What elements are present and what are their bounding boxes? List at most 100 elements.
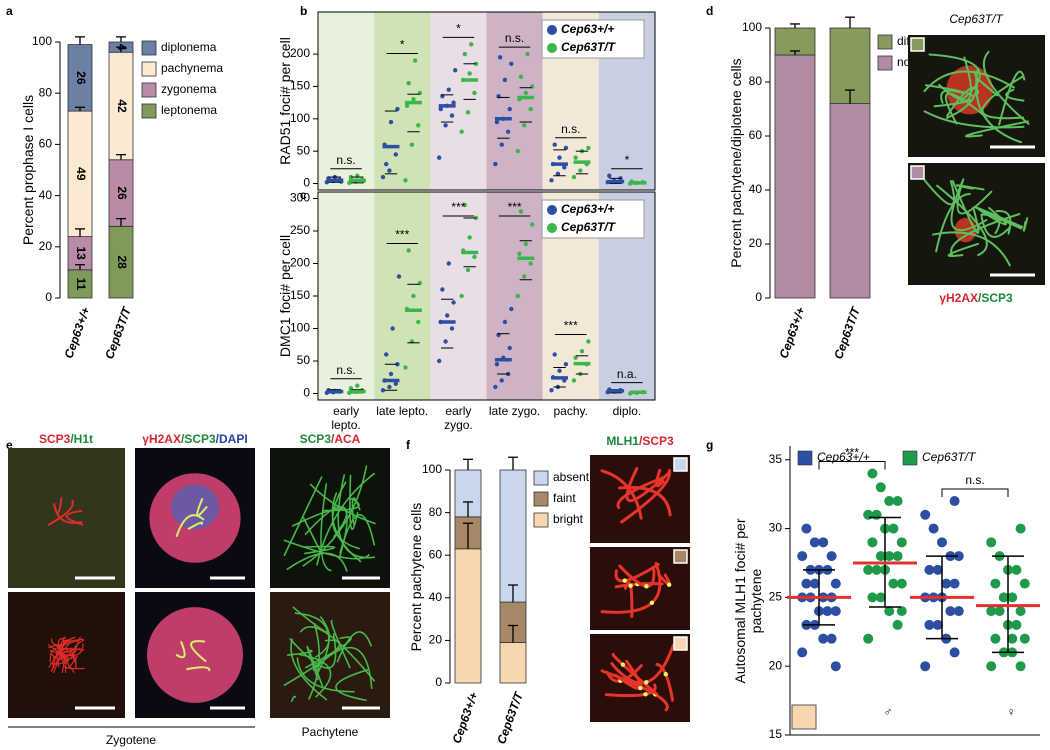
chromosome-axis — [931, 231, 1011, 267]
data-point — [809, 537, 820, 548]
chromosome-axis — [981, 75, 1025, 120]
focus — [644, 584, 649, 589]
significance-label: n.a. — [617, 367, 637, 381]
image-caption: γH2AX/SCP3 — [939, 291, 1013, 305]
data-point — [557, 368, 562, 373]
data-point — [579, 349, 585, 354]
y-tick-label: 0 — [755, 290, 762, 304]
caption-part: /ACA — [331, 432, 361, 446]
data-point — [920, 509, 931, 520]
data-point — [505, 129, 511, 134]
data-point — [494, 119, 500, 125]
data-point — [552, 142, 557, 147]
data-point — [515, 148, 521, 154]
data-point — [393, 381, 399, 386]
y-tick-label: 0 — [45, 290, 52, 304]
chromosome-axis — [57, 637, 69, 663]
chromosome-axis — [978, 206, 1007, 226]
data-point — [467, 235, 472, 240]
legend-label: Cep63+/+ — [817, 450, 870, 464]
chromosome-axis — [349, 474, 359, 531]
legend-label: bright — [553, 512, 584, 526]
data-point — [949, 647, 960, 658]
data-point — [953, 551, 964, 562]
y-tick-label: 100 — [32, 34, 52, 48]
data-point — [932, 619, 943, 630]
legend-marker — [547, 223, 557, 233]
data-point — [586, 339, 591, 344]
legend-swatch — [141, 103, 157, 119]
panel-letter: d — [706, 4, 713, 18]
value-label: 13 — [74, 247, 88, 261]
y-tick-label: 20 — [769, 658, 783, 672]
band — [486, 12, 543, 190]
x-tick-label: late zygo. — [488, 404, 541, 418]
data-point — [573, 355, 578, 360]
x-tick-label: late lepto. — [376, 404, 429, 418]
value-label: 26 — [115, 186, 129, 200]
data-point — [384, 352, 389, 357]
legend-label: Cep63+/+ — [561, 202, 614, 216]
caption-part: MLH1 — [606, 434, 639, 448]
data-point — [416, 123, 421, 128]
data-point — [797, 647, 808, 658]
data-point — [515, 293, 521, 299]
data-point — [571, 174, 577, 180]
chromosome-axis — [618, 485, 672, 517]
chromosome-axis — [175, 514, 205, 537]
data-point — [990, 633, 1001, 644]
data-point — [469, 42, 474, 47]
data-point — [871, 564, 882, 575]
data-point — [826, 633, 837, 644]
significance-label: n.s. — [965, 473, 984, 487]
band — [318, 192, 375, 400]
data-point — [875, 482, 886, 493]
data-point — [949, 578, 960, 589]
x-tick-label: pachy. — [553, 404, 588, 418]
chromosome-axis — [70, 636, 81, 659]
data-point — [528, 261, 533, 266]
focus — [649, 600, 655, 606]
x-tick-label: Cep63+/+ — [776, 305, 807, 360]
bar-segment — [108, 159, 134, 227]
significance-label: * — [625, 153, 630, 167]
data-point — [387, 168, 392, 173]
data-point — [801, 523, 812, 534]
y-tick-label: 80 — [429, 505, 443, 519]
legend-box — [541, 199, 645, 239]
data-point — [549, 178, 554, 183]
data-point — [924, 564, 935, 575]
data-point — [409, 142, 415, 147]
data-point — [998, 592, 1009, 603]
data-point — [449, 326, 455, 331]
bar-segment — [499, 642, 527, 684]
chromosome-axis — [1005, 88, 1025, 102]
legend-swatch — [533, 470, 549, 486]
significance-label: n.s. — [561, 122, 580, 136]
data-point — [563, 362, 569, 367]
chromosome-axis — [923, 110, 1025, 129]
y-axis-label: Percent prophase I cells — [20, 94, 36, 246]
focus — [643, 692, 648, 697]
data-point — [552, 352, 557, 357]
micrograph — [270, 448, 390, 588]
chromosome-axis — [998, 70, 1026, 126]
chromosome-axis — [175, 640, 186, 659]
bar-segment — [829, 103, 871, 299]
data-point — [390, 326, 395, 331]
data-point — [809, 578, 820, 589]
y-tick-label: 50 — [297, 143, 311, 157]
x-tick-label: Cep63T/T — [494, 689, 526, 746]
chromosome-axis — [65, 654, 70, 659]
y-tick-label: 80 — [749, 74, 763, 88]
data-point — [493, 161, 498, 167]
image-key — [673, 549, 688, 564]
chromosome-axis — [336, 631, 372, 663]
legend-marker — [797, 450, 813, 466]
chromosome-axis — [982, 50, 1030, 125]
data-point — [472, 254, 477, 260]
data-point — [443, 123, 448, 128]
focus — [663, 672, 668, 677]
data-point — [1019, 633, 1030, 644]
data-point — [867, 468, 878, 479]
